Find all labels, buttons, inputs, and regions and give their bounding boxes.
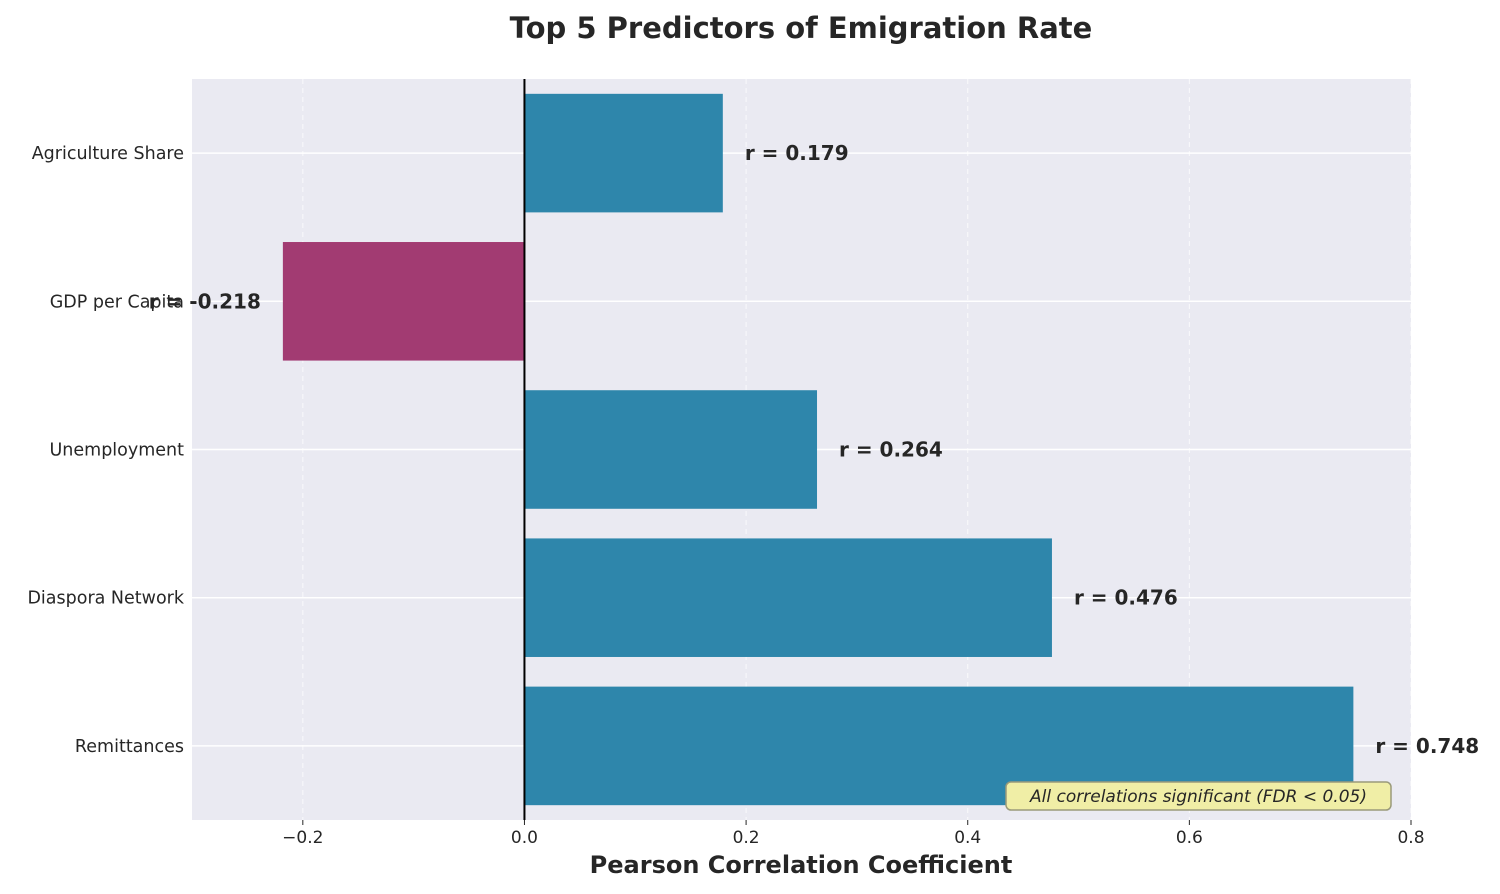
bars	[282, 93, 1354, 806]
x-axis-label: Pearson Correlation Coefficient	[590, 851, 1013, 879]
y-tick-label: GDP per Capita	[50, 292, 184, 312]
y-axis-labels: Agriculture Share GDP per Capita Unemploym…	[27, 144, 184, 757]
value-label: r = 0.476	[1074, 586, 1178, 610]
bar	[524, 538, 1052, 657]
chart-title: Top 5 Predictors of Emigration Rate	[510, 11, 1093, 45]
bar	[524, 390, 818, 509]
y-tick-label: Unemployment	[49, 441, 184, 461]
x-tick-label: 0.8	[1397, 828, 1424, 848]
annotation-box: All correlations significant (FDR < 0.05…	[1005, 781, 1392, 811]
x-axis-ticks: −0.2 0.0 0.2 0.4 0.6 0.8	[282, 820, 1425, 848]
bar	[524, 93, 723, 213]
value-label: r = 0.179	[745, 141, 849, 165]
value-labels: r = 0.179 r = -0.218 r = 0.264 r = 0.476 r =…	[149, 141, 1479, 758]
value-label: r = 0.264	[839, 438, 943, 462]
bar	[282, 242, 525, 361]
annotation-background	[1005, 781, 1392, 811]
y-tick-label: Agriculture Share	[32, 144, 184, 164]
x-tick-label: −0.2	[282, 828, 323, 848]
x-tick-label: 0.4	[954, 828, 981, 848]
x-tick-label: 0.0	[511, 828, 538, 848]
annotation-text: All correlations significant (FDR < 0.05…	[1029, 787, 1367, 807]
x-tick-label: 0.6	[1176, 828, 1203, 848]
x-tick-label: 0.2	[733, 828, 760, 848]
y-tick-label: Remittances	[75, 737, 184, 757]
value-label: r = 0.748	[1375, 734, 1479, 758]
value-label: r = -0.218	[149, 289, 261, 313]
y-tick-label: Diaspora Network	[27, 589, 184, 609]
